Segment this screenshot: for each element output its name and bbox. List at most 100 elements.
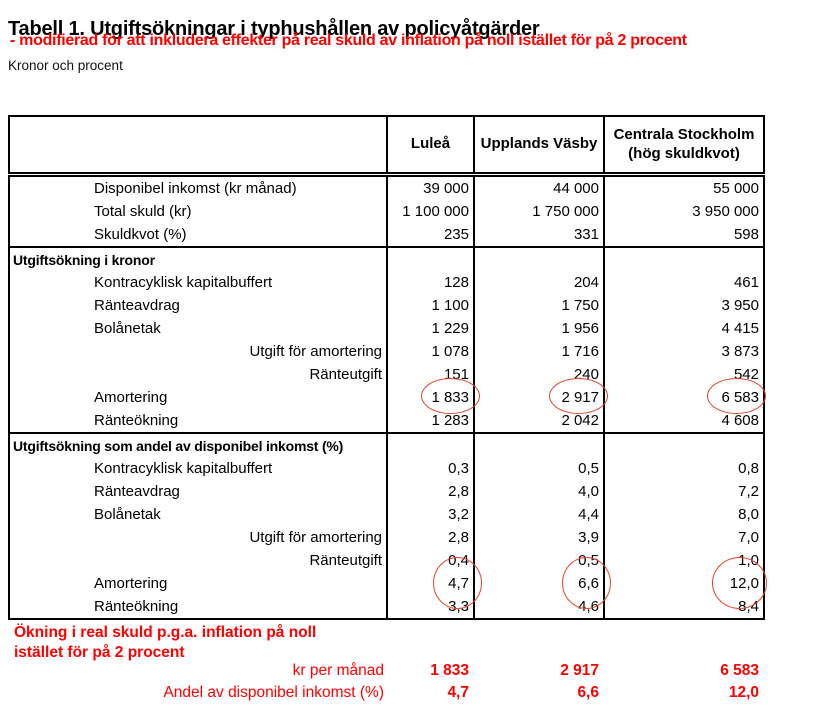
row-label: Ränteavdrag [8,294,388,317]
table-row: Ränteutgift 0,4 0,5 1,0 [8,549,765,572]
cell-value: 1 100 [386,294,475,317]
cell-value: 3,9 [473,526,605,549]
col-header-upplands-vasby: Upplands Väsby [473,116,605,177]
table-row: Bolånetak 1 229 1 956 4 415 [8,317,765,340]
cell-value: 461 [603,271,765,294]
main-table: Luleå Upplands Väsby Centrala Stockholm … [8,115,765,620]
section-header-row: Utgiftsökning i kronor [8,246,765,271]
row-label: Total skuld (kr) [8,200,388,223]
cell-value: 4 415 [603,317,765,340]
header-empty-cell [8,116,388,177]
col-header-lulea: Luleå [386,116,475,177]
section-header-row: Utgiftsökning som andel av disponibel in… [8,432,765,457]
table-row: Total skuld (kr) 1 100 000 1 750 000 3 950 … [8,200,765,223]
row-label: Bolånetak [8,503,388,526]
row-label: Skuldkvot (%) [8,223,388,247]
row-label: Ränteutgift [8,549,388,572]
table-row: Ränteökning 1 283 2 042 4 608 [8,409,765,433]
row-label: Bolånetak [8,317,388,340]
table-body: Disponibel inkomst (kr månad) 39 000 44 00… [8,174,765,619]
table-row: Disponibel inkomst (kr månad) 39 000 44 00… [8,174,765,200]
cell-value: 0,8 [603,457,765,480]
table-row: Kontracyklisk kapitalbuffert 0,3 0,5 0,8 [8,457,765,480]
table-row: Bolånetak 3,2 4,4 8,0 [8,503,765,526]
table-row: Utgift för amortering 1 078 1 716 3 873 [8,340,765,363]
row-label: Ränteökning [8,409,388,433]
cell-value: 44 000 [473,174,605,200]
cell-value: 3 950 [603,294,765,317]
cell-value: 0,4 [386,549,475,572]
footer-row-label: Andel av disponibel inkomst (%) [163,684,384,701]
table-row: Ränteavdrag 1 100 1 750 3 950 [8,294,765,317]
footer-value: 2 917 [560,662,599,679]
cell-value: 1 750 [473,294,605,317]
table-row: Ränteökning 3,3 4,6 8,4 [8,595,765,619]
main-table-wrapper: Luleå Upplands Väsby Centrala Stockholm … [8,115,765,620]
cell-value: 0,3 [386,457,475,480]
cell-value: 7,0 [603,526,765,549]
row-label: Amortering [8,386,388,409]
row-label: Utgiftsökning i kronor [8,246,388,271]
cell-value [603,432,765,457]
cell-value: 6 583 [603,386,765,409]
cell-value: 1 716 [473,340,605,363]
cell-value: 1 750 000 [473,200,605,223]
table-row: Amortering 4,7 6,6 12,0 [8,572,765,595]
cell-value [473,432,605,457]
table-row: Skuldkvot (%) 235 331 598 [8,223,765,247]
cell-value: 12,0 [603,572,765,595]
footer-heading-line1: Ökning i real skuld p.g.a. inflation på … [14,624,317,641]
row-label: Kontracyklisk kapitalbuffert [8,271,388,294]
unit-note: Kronor och procent [8,58,123,73]
cell-value [386,246,475,271]
cell-value: 0,5 [473,549,605,572]
cell-value: 4,0 [473,480,605,503]
cell-value: 331 [473,223,605,247]
cell-value: 128 [386,271,475,294]
table-row: Ränteavdrag 2,8 4,0 7,2 [8,480,765,503]
cell-value [473,246,605,271]
cell-value: 1 956 [473,317,605,340]
cell-value: 3,3 [386,595,475,619]
cell-value: 1,0 [603,549,765,572]
cell-value: 4,4 [473,503,605,526]
page-title: Tabell 1. Utgiftsökningar i typhushållen… [8,18,540,41]
cell-value: 4 608 [603,409,765,433]
cell-value: 240 [473,363,605,386]
cell-value: 235 [386,223,475,247]
cell-value: 598 [603,223,765,247]
cell-value: 55 000 [603,174,765,200]
cell-value: 8,0 [603,503,765,526]
cell-value: 3,2 [386,503,475,526]
row-label: Ränteutgift [8,363,388,386]
cell-value: 4,6 [473,595,605,619]
cell-value: 2 042 [473,409,605,433]
page-subtitle: - modifierad för att inkludera effekter … [10,32,687,49]
footer-value: 4,7 [447,684,469,701]
cell-value: 542 [603,363,765,386]
footer-rows: kr per månad 1 833 2 917 6 583 Andel av … [8,660,763,704]
row-label: Amortering [8,572,388,595]
cell-value [386,432,475,457]
cell-value: 151 [386,363,475,386]
header-row: Luleå Upplands Väsby Centrala Stockholm … [8,116,765,177]
cell-value: 3 950 000 [603,200,765,223]
row-label: Utgift för amortering [8,526,388,549]
cell-value: 8,4 [603,595,765,619]
cell-value: 0,5 [473,457,605,480]
cell-value: 1 100 000 [386,200,475,223]
table-row: Kontracyklisk kapitalbuffert 128 204 461 [8,271,765,294]
cell-value: 2,8 [386,526,475,549]
cell-value: 1 833 [386,386,475,409]
row-label: Utgiftsökning som andel av disponibel in… [8,432,388,457]
row-label: Ränteavdrag [8,480,388,503]
footer-value: 1 833 [430,662,469,679]
cell-value: 1 283 [386,409,475,433]
cell-value: 6,6 [473,572,605,595]
cell-value: 2,8 [386,480,475,503]
table-row: Amortering 1 833 2 917 6 583 [8,386,765,409]
cell-value: 7,2 [603,480,765,503]
cell-value [603,246,765,271]
table-row: Utgift för amortering 2,8 3,9 7,0 [8,526,765,549]
col-header-centrala-stockholm: Centrala Stockholm (hög skuldkvot) [603,116,765,177]
